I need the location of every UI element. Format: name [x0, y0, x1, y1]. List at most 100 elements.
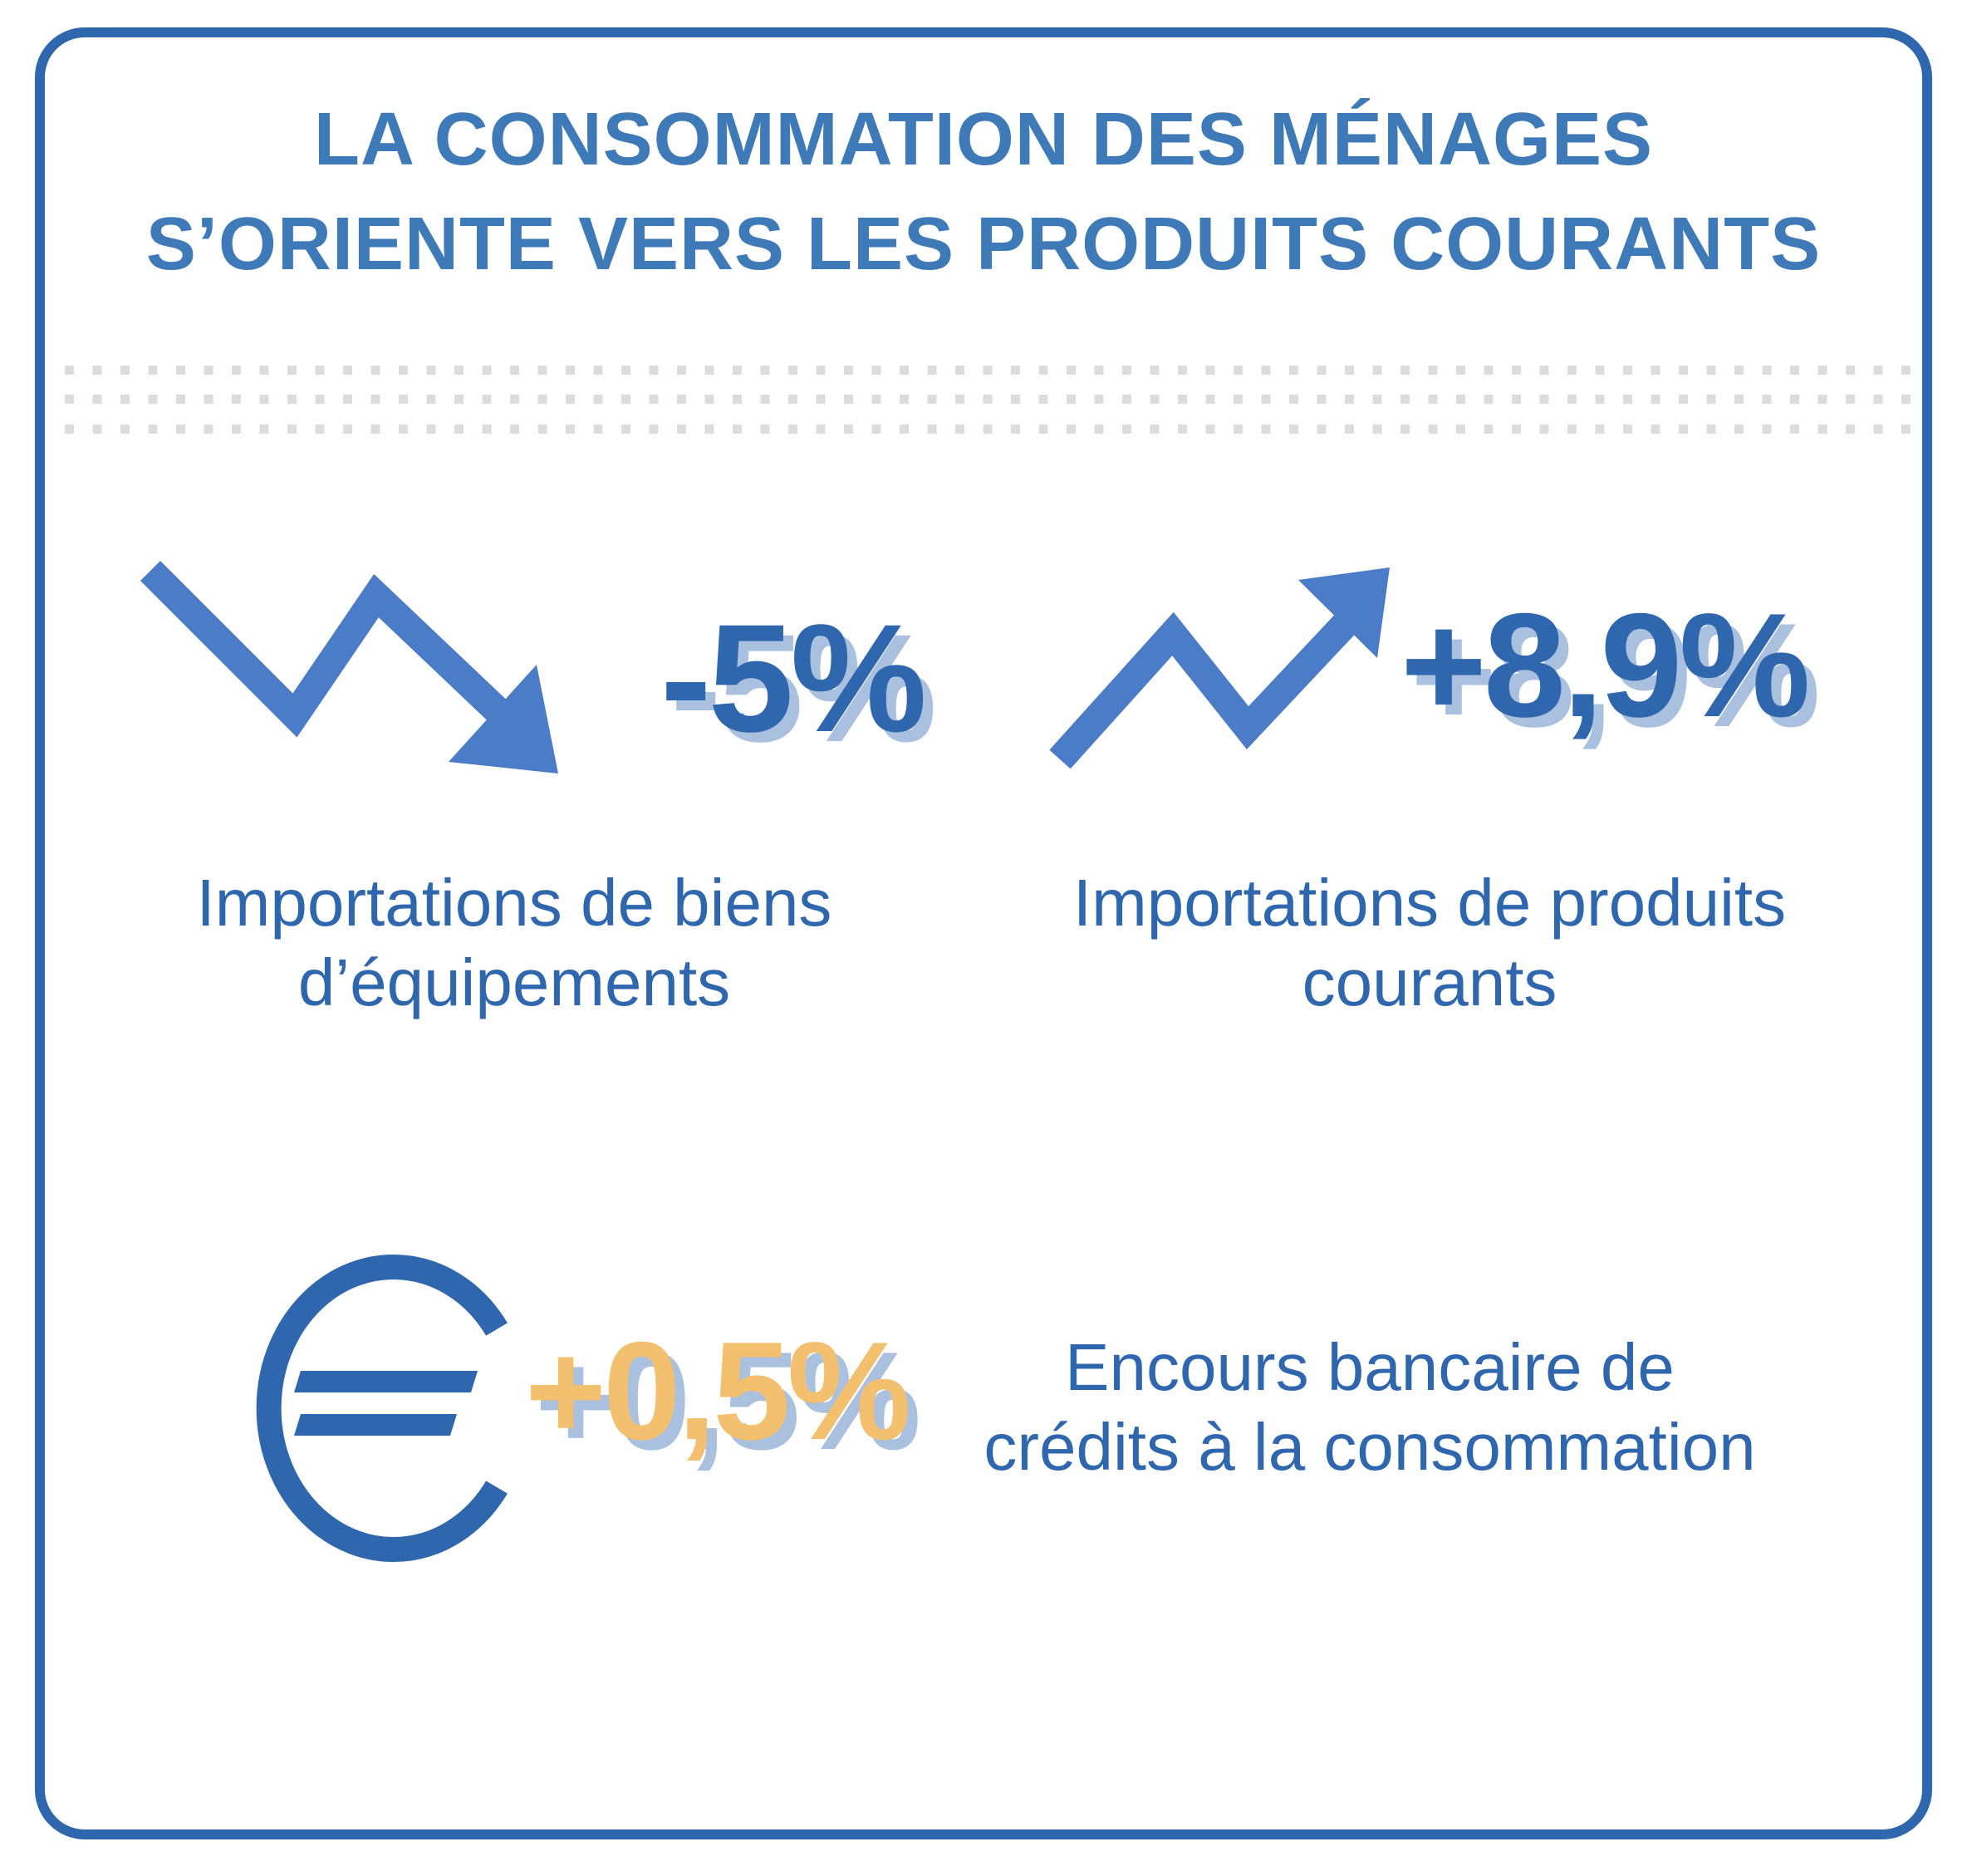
divider-dot [927, 425, 937, 434]
label-line: courants [1302, 945, 1557, 1019]
divider-dot [1651, 425, 1660, 434]
divider-dot [454, 395, 464, 404]
divider-dot [983, 395, 993, 404]
divider-dot [1623, 425, 1632, 434]
divider-dot [1289, 395, 1298, 404]
divider-dot [1150, 425, 1160, 434]
label-line: Encours bancaire de [1065, 1330, 1675, 1404]
divider-dot [482, 395, 492, 404]
stat-label-equipment: Importations de biens d’équipements [57, 863, 971, 1023]
divider-dot [1734, 425, 1744, 434]
divider-dot [1456, 395, 1465, 404]
divider-dot [1567, 395, 1577, 404]
label-line: d’équipements [297, 945, 731, 1019]
divider-dot [343, 425, 352, 434]
divider-dot [343, 395, 352, 404]
divider-dot [287, 425, 297, 434]
divider-dot [315, 425, 325, 434]
divider-dot [1734, 366, 1744, 375]
divider-dot [1456, 366, 1465, 375]
divider-dot [120, 395, 130, 404]
divider-dot [733, 395, 742, 404]
trend-down-arrow-icon [140, 560, 558, 773]
divider-dot [1289, 366, 1298, 375]
divider-dot [315, 395, 325, 404]
divider-dot [649, 395, 659, 404]
divider-dot [1067, 425, 1076, 434]
divider-dot [232, 395, 241, 404]
divider-dot [677, 425, 686, 434]
divider-dot [1790, 395, 1799, 404]
divider-dot [399, 366, 408, 375]
divider-dot [1038, 425, 1048, 434]
divider-dot [1400, 395, 1410, 404]
divider-dot [1790, 366, 1799, 375]
divider-dot [1595, 425, 1605, 434]
divider-dot [1289, 425, 1298, 434]
divider-dot [788, 395, 797, 404]
divider-dot [1400, 425, 1410, 434]
divider-dot [733, 425, 742, 434]
label-line: Importations de produits [1072, 866, 1787, 940]
euro-icon [256, 1255, 508, 1562]
divider-dot [204, 395, 213, 404]
divider-dot [900, 395, 909, 404]
divider-dot [1122, 395, 1131, 404]
divider-dot [1122, 366, 1131, 375]
divider-dot [1150, 366, 1160, 375]
trend-up-arrow-icon [1049, 567, 1390, 769]
divider-dot [176, 425, 185, 434]
divider-dot [287, 395, 297, 404]
divider-dot [593, 425, 603, 434]
divider-dot [1567, 425, 1577, 434]
divider-dot [1345, 366, 1354, 375]
divider-dot [927, 366, 937, 375]
divider-dot [370, 366, 380, 375]
divider-dot [1094, 425, 1104, 434]
divider-dot [733, 366, 742, 375]
divider-dot [649, 366, 659, 375]
divider-dot [816, 395, 826, 404]
divider-dot [760, 425, 770, 434]
divider-dot [537, 366, 547, 375]
divider-dot [788, 366, 797, 375]
divider-dot [677, 395, 686, 404]
divider-dot [900, 366, 909, 375]
stat-label-credit: Encours bancaire de crédits à la consomm… [913, 1328, 1827, 1487]
divider-dot [1623, 395, 1632, 404]
divider-dot [1651, 366, 1660, 375]
title-line-2: S’ORIENTE VERS LES PRODUITS COURANTS [145, 203, 1822, 286]
divider-dot [1846, 425, 1855, 434]
divider-dot [1567, 366, 1577, 375]
divider-dot [1372, 425, 1382, 434]
divider-dot [1067, 366, 1076, 375]
divider-dot [1317, 425, 1327, 434]
divider-dot [1038, 366, 1048, 375]
divider-dot [955, 366, 964, 375]
divider-dot [1817, 425, 1827, 434]
divider-dot [1901, 395, 1911, 404]
divider-dot [1122, 425, 1131, 434]
divider-dot [871, 395, 881, 404]
divider-dot [454, 425, 464, 434]
divider-dot [621, 366, 630, 375]
divider-dot [1762, 395, 1772, 404]
divider-dot [1790, 425, 1799, 434]
card-border [35, 27, 1932, 1839]
divider-dot [844, 366, 853, 375]
divider-dot [1372, 395, 1382, 404]
divider-dot [148, 395, 158, 404]
stat-value-equipment: -5% [660, 593, 927, 764]
divider-dot [1456, 425, 1465, 434]
divider-dot [426, 395, 436, 404]
divider-dot [1178, 395, 1187, 404]
divider-dot [1261, 425, 1271, 434]
divider-dot [176, 366, 185, 375]
divider-dot [1846, 395, 1855, 404]
divider-dot [1428, 366, 1438, 375]
divider-dot [399, 395, 408, 404]
divider-dot [454, 366, 464, 375]
divider-dot [621, 425, 630, 434]
divider-dot [1901, 366, 1911, 375]
divider-dot [704, 425, 714, 434]
